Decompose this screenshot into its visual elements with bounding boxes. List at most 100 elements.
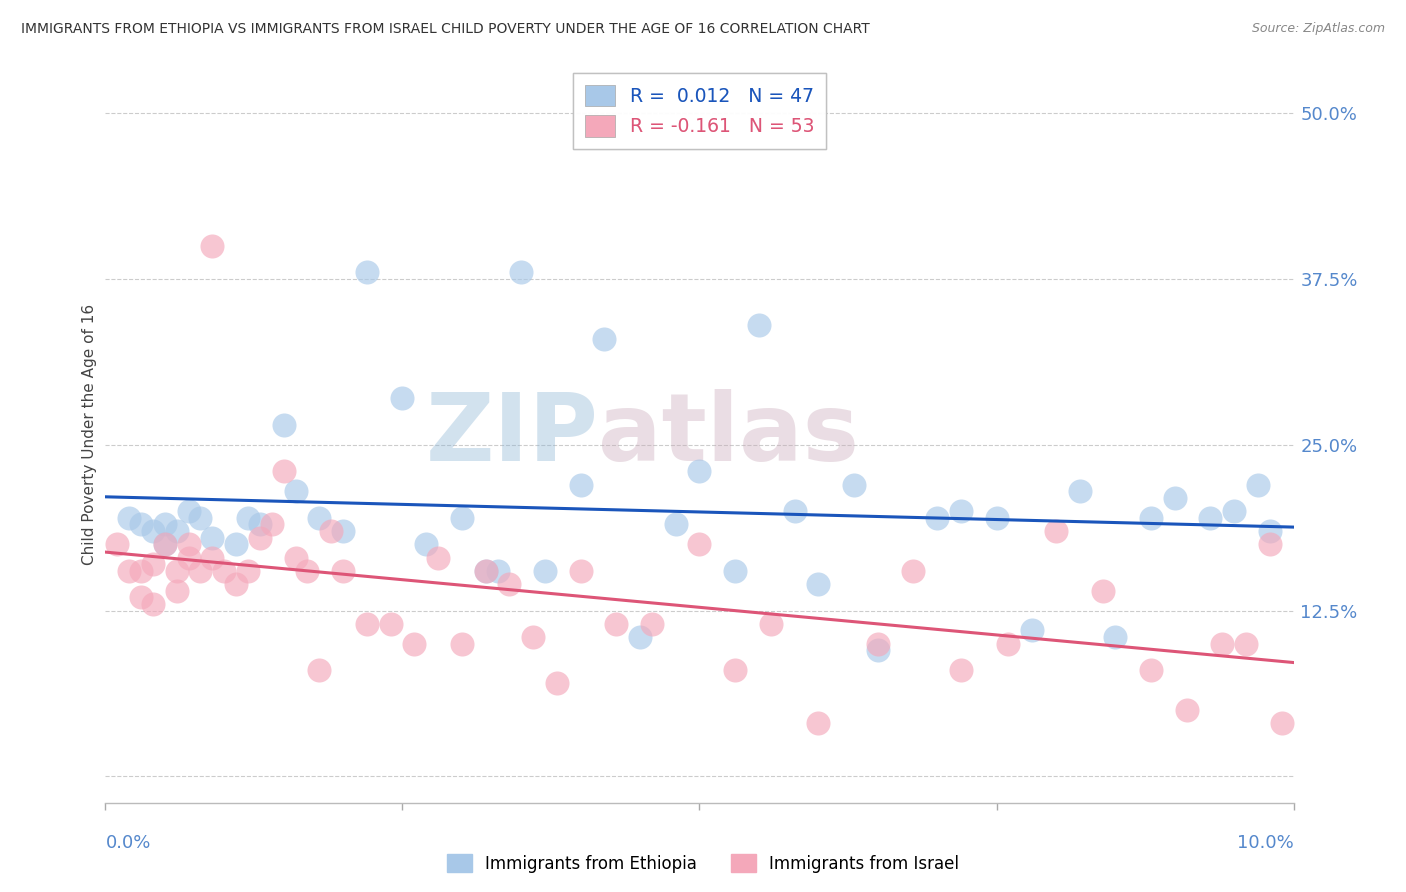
Legend: R =  0.012   N = 47, R = -0.161   N = 53: R = 0.012 N = 47, R = -0.161 N = 53 bbox=[572, 72, 827, 149]
Point bbox=[201, 550, 224, 565]
Point bbox=[949, 504, 972, 518]
Point bbox=[807, 716, 830, 731]
Point bbox=[1199, 510, 1222, 524]
Point bbox=[1021, 624, 1043, 638]
Point bbox=[1271, 716, 1294, 731]
Point bbox=[605, 616, 627, 631]
Point bbox=[129, 591, 152, 605]
Point bbox=[214, 564, 236, 578]
Point bbox=[332, 564, 354, 578]
Point bbox=[1069, 484, 1091, 499]
Point bbox=[927, 510, 949, 524]
Point bbox=[1092, 583, 1115, 598]
Point bbox=[866, 637, 889, 651]
Point bbox=[534, 564, 557, 578]
Point bbox=[225, 537, 247, 551]
Point bbox=[724, 663, 747, 677]
Point bbox=[177, 504, 200, 518]
Point bbox=[1234, 637, 1257, 651]
Point bbox=[628, 630, 651, 644]
Point bbox=[1104, 630, 1126, 644]
Point bbox=[190, 510, 212, 524]
Point bbox=[641, 616, 664, 631]
Point bbox=[118, 564, 141, 578]
Point bbox=[249, 517, 271, 532]
Point bbox=[118, 510, 141, 524]
Point bbox=[665, 517, 688, 532]
Point bbox=[1175, 703, 1198, 717]
Point bbox=[166, 583, 188, 598]
Point bbox=[1140, 510, 1163, 524]
Point bbox=[593, 332, 616, 346]
Point bbox=[986, 510, 1008, 524]
Point bbox=[380, 616, 402, 631]
Point bbox=[1223, 504, 1246, 518]
Point bbox=[1164, 491, 1187, 505]
Point bbox=[153, 537, 176, 551]
Text: Source: ZipAtlas.com: Source: ZipAtlas.com bbox=[1251, 22, 1385, 36]
Point bbox=[522, 630, 544, 644]
Point bbox=[474, 564, 496, 578]
Point bbox=[129, 517, 152, 532]
Text: ZIP: ZIP bbox=[426, 389, 599, 481]
Point bbox=[201, 239, 224, 253]
Point bbox=[474, 564, 496, 578]
Point bbox=[748, 318, 770, 333]
Point bbox=[1258, 537, 1281, 551]
Point bbox=[546, 676, 568, 690]
Text: atlas: atlas bbox=[599, 389, 859, 481]
Point bbox=[142, 597, 165, 611]
Point bbox=[153, 537, 176, 551]
Point bbox=[1258, 524, 1281, 538]
Point bbox=[332, 524, 354, 538]
Point bbox=[105, 537, 128, 551]
Point bbox=[404, 637, 426, 651]
Point bbox=[498, 577, 520, 591]
Y-axis label: Child Poverty Under the Age of 16: Child Poverty Under the Age of 16 bbox=[82, 304, 97, 566]
Point bbox=[689, 537, 711, 551]
Point bbox=[486, 564, 509, 578]
Point bbox=[129, 564, 152, 578]
Text: 10.0%: 10.0% bbox=[1237, 834, 1294, 852]
Point bbox=[284, 484, 307, 499]
Point bbox=[236, 564, 259, 578]
Point bbox=[450, 510, 472, 524]
Point bbox=[177, 550, 200, 565]
Point bbox=[569, 564, 592, 578]
Point bbox=[273, 464, 295, 478]
Point bbox=[308, 510, 330, 524]
Point bbox=[689, 464, 711, 478]
Point bbox=[783, 504, 806, 518]
Point bbox=[450, 637, 472, 651]
Point bbox=[201, 531, 224, 545]
Point bbox=[236, 510, 259, 524]
Point bbox=[842, 477, 865, 491]
Point bbox=[166, 524, 188, 538]
Point bbox=[1247, 477, 1270, 491]
Point bbox=[142, 557, 165, 571]
Point bbox=[759, 616, 782, 631]
Point bbox=[427, 550, 450, 565]
Point bbox=[1140, 663, 1163, 677]
Point bbox=[260, 517, 283, 532]
Point bbox=[866, 643, 889, 657]
Point bbox=[356, 265, 378, 279]
Point bbox=[997, 637, 1019, 651]
Legend: Immigrants from Ethiopia, Immigrants from Israel: Immigrants from Ethiopia, Immigrants fro… bbox=[440, 847, 966, 880]
Point bbox=[249, 531, 271, 545]
Point bbox=[1045, 524, 1067, 538]
Point bbox=[153, 517, 176, 532]
Point bbox=[356, 616, 378, 631]
Point bbox=[177, 537, 200, 551]
Point bbox=[166, 564, 188, 578]
Point bbox=[949, 663, 972, 677]
Point bbox=[190, 564, 212, 578]
Point bbox=[510, 265, 533, 279]
Point bbox=[724, 564, 747, 578]
Point bbox=[807, 577, 830, 591]
Point bbox=[1211, 637, 1233, 651]
Point bbox=[569, 477, 592, 491]
Point bbox=[903, 564, 925, 578]
Point bbox=[391, 392, 413, 406]
Point bbox=[297, 564, 319, 578]
